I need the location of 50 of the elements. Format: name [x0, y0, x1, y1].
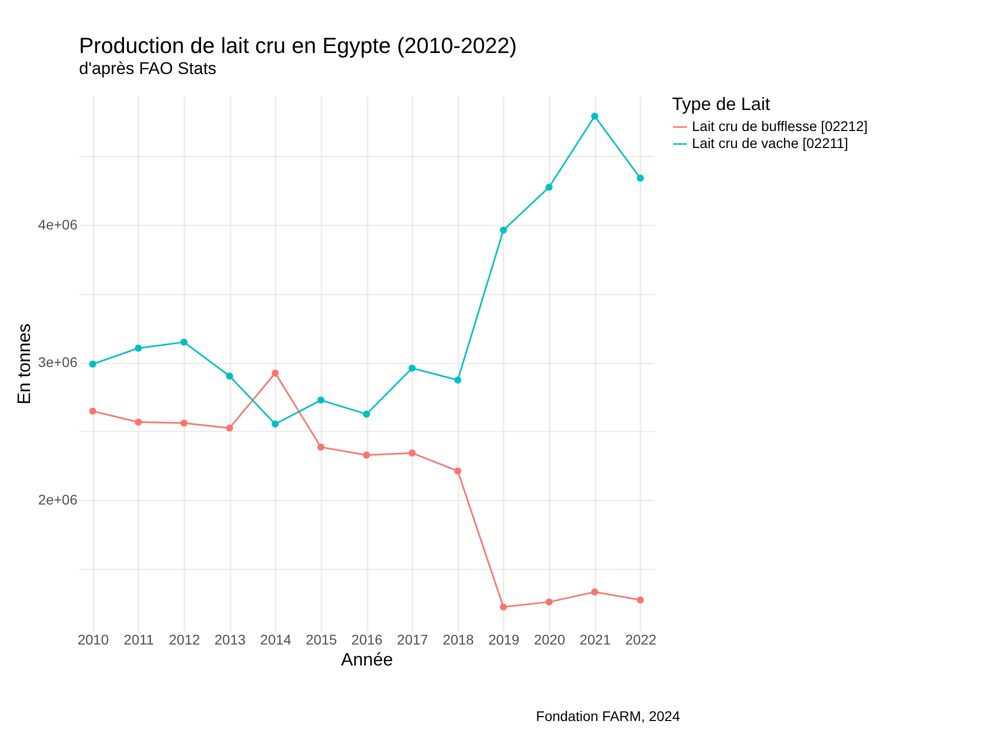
y-tick-label: 4e+06: [38, 216, 78, 233]
point: [226, 372, 234, 380]
point: [636, 174, 644, 182]
chart-subtitle: d'après FAO Stats: [79, 59, 216, 78]
x-tick-label: 2015: [306, 632, 338, 648]
point: [636, 596, 644, 604]
point: [317, 444, 324, 451]
point: [362, 410, 370, 418]
point: [408, 450, 416, 457]
y-tick-label: 2e+06: [38, 492, 78, 508]
point: [89, 408, 96, 415]
point: [546, 184, 553, 191]
x-tick-label: 2016: [351, 632, 383, 648]
x-axis-title: Année: [340, 650, 394, 670]
point: [591, 112, 598, 120]
x-tick-label: 2012: [168, 632, 200, 648]
point: [180, 338, 188, 346]
point: [546, 598, 553, 606]
point: [134, 344, 142, 352]
point: [362, 452, 370, 459]
x-tick-label: 2018: [442, 632, 474, 648]
point: [500, 226, 507, 234]
x-tick-label: 2014: [260, 632, 292, 648]
point: [454, 468, 462, 475]
legend-label: Lait cru de vache [02211]: [692, 135, 848, 151]
y-tick-label: 3e+06: [38, 354, 78, 370]
x-tick-label: 2017: [397, 632, 428, 648]
point: [226, 424, 234, 432]
x-tick-label: 2010: [78, 632, 109, 648]
point: [89, 360, 96, 368]
point: [134, 418, 142, 426]
x-tick-label: 2022: [625, 632, 657, 648]
point: [591, 588, 598, 596]
legend-title: Type de Lait: [672, 94, 770, 114]
point: [317, 396, 324, 404]
y-axis-title: En tonnes: [14, 323, 34, 405]
x-tick-label: 2020: [534, 632, 566, 648]
x-tick-label: 2013: [214, 632, 246, 648]
point: [454, 376, 462, 384]
point: [272, 370, 279, 377]
point: [180, 420, 188, 427]
chart-title: Production de lait cru en Egypte (2010-2022): [79, 33, 517, 58]
text: Fondation FARM, 2024: [535, 708, 680, 724]
point: [272, 420, 279, 428]
x-tick-label: 2019: [488, 632, 520, 648]
x-tick-label: 2011: [124, 632, 154, 648]
point: [500, 603, 507, 610]
legend-label: Lait cru de bufflesse [02212]: [692, 118, 868, 134]
point: [408, 364, 416, 372]
x-tick-label: 2021: [580, 632, 611, 648]
